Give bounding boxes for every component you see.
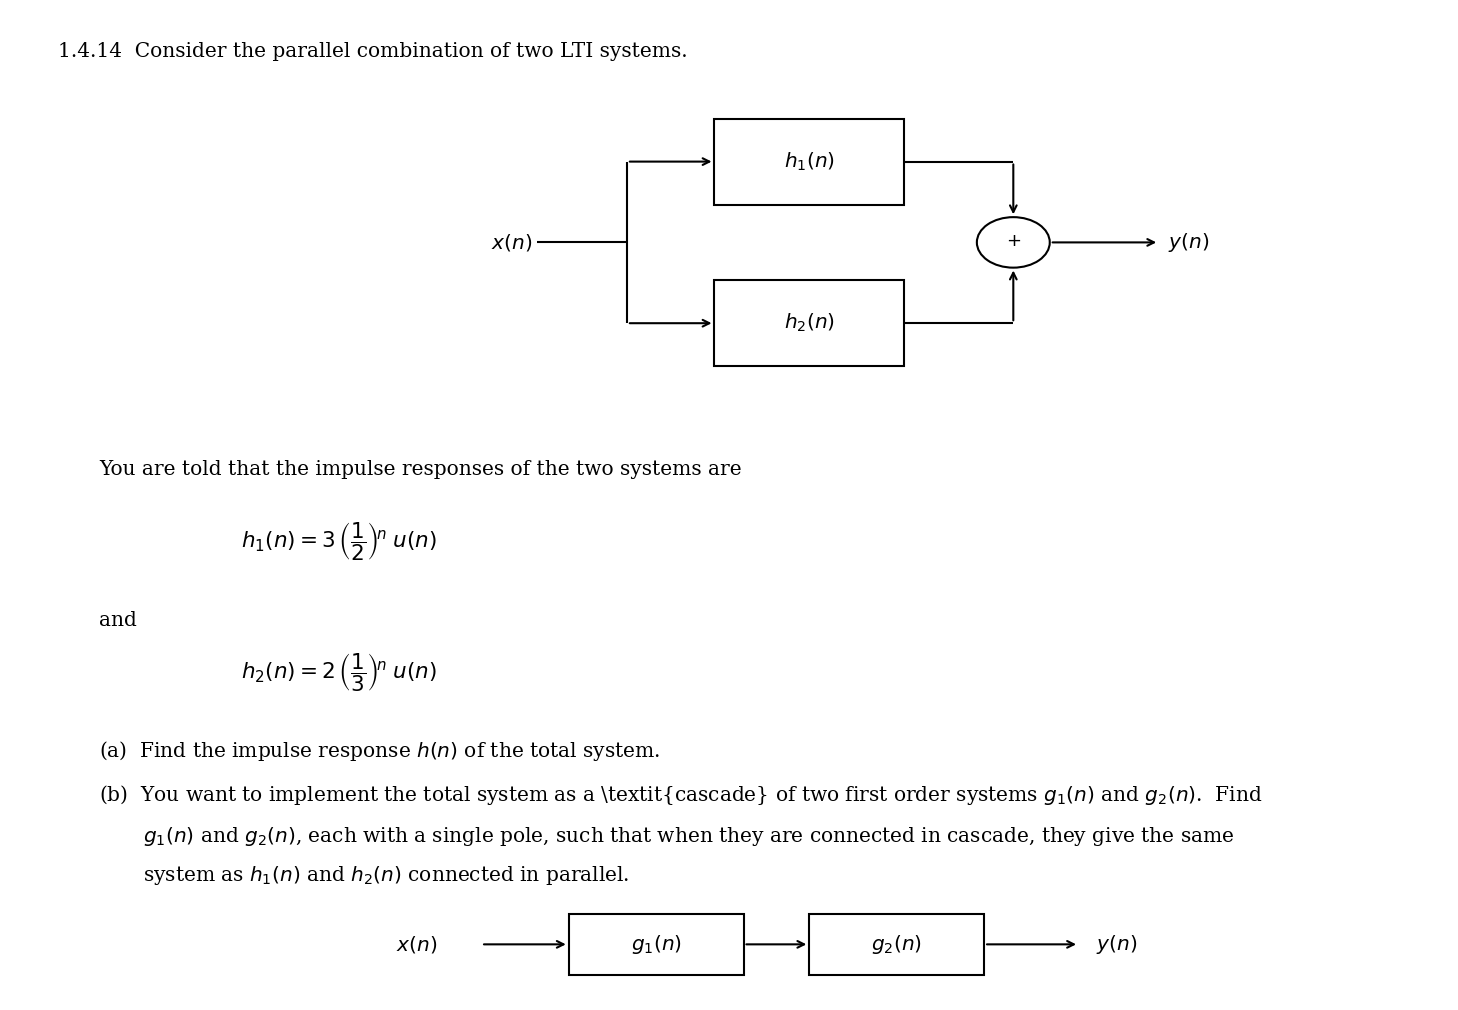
Text: $x(n)$: $x(n)$ (491, 232, 532, 252)
Text: $g_2(n)$: $g_2(n)$ (870, 933, 923, 955)
Bar (714, 280, 904, 366)
Text: $h_2(n) = 2\, \left(\dfrac{1}{3}\right)^{\!n}\; u(n)$: $h_2(n) = 2\, \left(\dfrac{1}{3}\right)^… (241, 651, 436, 694)
Text: $y(n)$: $y(n)$ (1096, 933, 1137, 955)
Text: (a)  Find the impulse response $h(n)$ of the total system.: (a) Find the impulse response $h(n)$ of … (99, 739, 660, 764)
Text: system as $h_1(n)$ and $h_2(n)$ connected in parallel.: system as $h_1(n)$ and $h_2(n)$ connecte… (143, 864, 630, 887)
Text: 1.4.14  Consider the parallel combination of two LTI systems.: 1.4.14 Consider the parallel combination… (58, 42, 688, 62)
Text: (b)  You want to implement the total system as a \textit{cascade} of two first o: (b) You want to implement the total syst… (99, 783, 1263, 807)
Text: $x(n)$: $x(n)$ (397, 934, 437, 954)
Text: and: and (99, 611, 137, 630)
Text: $g_1(n)$: $g_1(n)$ (630, 933, 682, 955)
Text: $h_1(n) = 3\, \left(\dfrac{1}{2}\right)^{\!n}\; u(n)$: $h_1(n) = 3\, \left(\dfrac{1}{2}\right)^… (241, 520, 436, 563)
Text: $y(n)$: $y(n)$ (1168, 231, 1209, 254)
Bar (714, 118, 904, 204)
Bar (569, 914, 744, 975)
Text: $h_1(n)$: $h_1(n)$ (783, 150, 835, 173)
Bar (809, 914, 984, 975)
Text: $+$: $+$ (1006, 232, 1021, 250)
Text: $h_2(n)$: $h_2(n)$ (783, 312, 835, 334)
Text: $g_1(n)$ and $g_2(n)$, each with a single pole, such that when they are connecte: $g_1(n)$ and $g_2(n)$, each with a singl… (143, 825, 1235, 848)
Text: You are told that the impulse responses of the two systems are: You are told that the impulse responses … (99, 460, 742, 479)
